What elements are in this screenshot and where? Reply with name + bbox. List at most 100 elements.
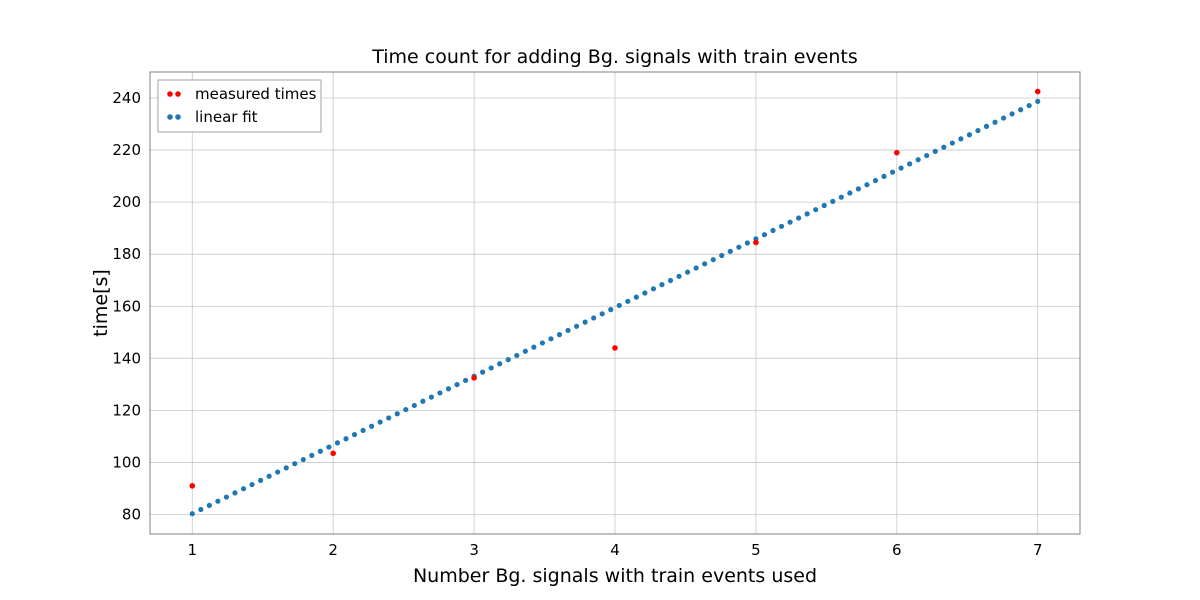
y-tick-label: 140 xyxy=(112,349,141,367)
x-tick-label: 5 xyxy=(751,541,761,559)
fit-point xyxy=(539,340,546,346)
fit-point xyxy=(257,477,264,483)
fit-point xyxy=(744,240,750,246)
fit-point xyxy=(189,511,195,517)
fit-point xyxy=(838,194,844,200)
fit-point xyxy=(1018,107,1024,113)
fit-point xyxy=(608,307,614,313)
measured-point xyxy=(189,483,196,489)
fit-point xyxy=(531,344,537,350)
fit-point xyxy=(1000,115,1007,121)
fit-point xyxy=(514,352,520,359)
fit-point xyxy=(821,202,827,209)
y-tick-label: 220 xyxy=(112,141,141,159)
fit-point xyxy=(334,440,341,446)
x-tick-label: 2 xyxy=(328,541,338,559)
measured-point xyxy=(330,450,336,457)
fit-point xyxy=(206,502,212,508)
fit-point xyxy=(813,207,819,213)
fit-point xyxy=(215,498,221,504)
fit-point xyxy=(249,481,255,488)
fit-point xyxy=(326,444,332,450)
y-tick-label: 160 xyxy=(112,297,141,315)
fit-point xyxy=(924,152,930,159)
y-tick-label: 180 xyxy=(112,245,141,263)
x-tick-label: 1 xyxy=(187,541,197,559)
fit-point xyxy=(266,473,272,479)
fit-point xyxy=(428,394,434,400)
fit-point xyxy=(702,261,708,267)
fit-point xyxy=(830,198,836,204)
fit-point xyxy=(719,252,725,259)
fit-point xyxy=(907,161,913,167)
fit-point xyxy=(898,165,904,171)
fit-point xyxy=(351,431,358,438)
fit-point xyxy=(983,123,990,129)
y-tick-label: 100 xyxy=(112,453,141,471)
fit-point xyxy=(548,336,554,342)
fit-point xyxy=(958,136,964,142)
fit-point xyxy=(736,244,742,250)
grid xyxy=(150,72,1080,534)
fit-point xyxy=(445,386,452,392)
fit-point xyxy=(411,402,417,409)
ticks: 1 2 3 4 5 6 7 80 100 120 140 160 180 200 220 240 xyxy=(112,89,1042,559)
fit-point xyxy=(565,327,571,334)
legend: measured times linear fit xyxy=(157,79,322,133)
x-tick-label: 4 xyxy=(610,541,620,559)
x-axis-label: Number Bg. signals with train events use… xyxy=(413,565,817,587)
chart-title: Time count for adding Bg. signals with t… xyxy=(371,46,857,68)
measured-point xyxy=(612,345,618,351)
fit-point xyxy=(727,248,733,254)
fit-point xyxy=(855,186,861,192)
y-tick-label: 200 xyxy=(112,193,141,211)
fit-point xyxy=(505,357,511,363)
fit-point xyxy=(232,490,238,496)
y-axis-label: time[s] xyxy=(90,269,112,337)
fit-point xyxy=(966,132,973,138)
fit-point xyxy=(360,427,366,434)
fit-point xyxy=(198,506,204,513)
legend-entry: linear fit xyxy=(167,108,258,126)
measured-point xyxy=(753,239,759,246)
fit-point xyxy=(676,273,682,279)
fit-point xyxy=(625,298,631,304)
fit-point xyxy=(300,456,306,463)
fit-point xyxy=(949,140,955,146)
fit-point xyxy=(275,469,281,475)
fit-point xyxy=(591,315,597,321)
fit-point xyxy=(684,269,691,275)
fit-point xyxy=(770,227,776,234)
fit-point xyxy=(573,323,580,329)
fit-point xyxy=(932,148,938,154)
fit-point xyxy=(872,177,879,184)
fit-point xyxy=(420,398,426,404)
fit-point xyxy=(796,215,802,221)
measured-point xyxy=(1034,88,1041,95)
fit-point xyxy=(693,265,699,271)
fit-point xyxy=(975,127,981,134)
fit-point xyxy=(941,144,947,150)
fit-point xyxy=(642,290,648,296)
y-tick-label: 240 xyxy=(112,89,141,107)
fit-point xyxy=(403,406,409,413)
fit-point xyxy=(283,465,289,471)
legend-entries: measured times linear fit xyxy=(167,85,317,126)
fit-point xyxy=(1026,102,1032,109)
fit-point xyxy=(556,332,563,338)
fit-point xyxy=(317,448,323,454)
fit-point xyxy=(437,390,443,396)
fit-point xyxy=(761,232,768,238)
fit-point xyxy=(292,461,298,467)
series-layer xyxy=(189,88,1041,517)
fit-point xyxy=(804,211,810,217)
measured-point xyxy=(471,375,477,381)
fit-point xyxy=(343,436,349,442)
fit-point xyxy=(369,423,375,429)
fit-point xyxy=(667,277,674,284)
legend-marker xyxy=(167,91,173,97)
fit-point xyxy=(633,294,639,300)
fit-point xyxy=(787,219,793,225)
fit-point xyxy=(488,365,494,371)
